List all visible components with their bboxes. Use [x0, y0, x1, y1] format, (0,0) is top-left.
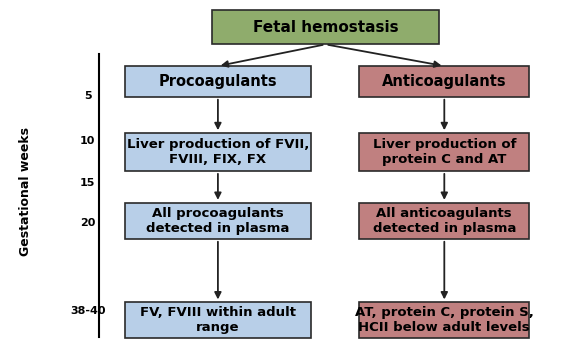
FancyBboxPatch shape: [125, 66, 311, 97]
FancyBboxPatch shape: [359, 203, 529, 239]
Text: Liver production of FVII,
FVIII, FIX, FX: Liver production of FVII, FVIII, FIX, FX: [127, 138, 309, 166]
FancyBboxPatch shape: [359, 302, 529, 338]
Text: 5: 5: [84, 91, 92, 101]
Text: Gestational weeks: Gestational weeks: [19, 127, 32, 256]
FancyBboxPatch shape: [359, 66, 529, 97]
FancyBboxPatch shape: [359, 133, 529, 171]
Text: Procoagulants: Procoagulants: [158, 74, 277, 89]
Text: Liver production of
protein C and AT: Liver production of protein C and AT: [372, 138, 516, 166]
Text: 15: 15: [80, 178, 96, 188]
Text: All procoagulants
detected in plasma: All procoagulants detected in plasma: [146, 207, 290, 235]
Text: Anticoagulants: Anticoagulants: [382, 74, 507, 89]
FancyBboxPatch shape: [212, 10, 439, 44]
FancyBboxPatch shape: [125, 203, 311, 239]
FancyBboxPatch shape: [125, 302, 311, 338]
Text: All anticoagulants
detected in plasma: All anticoagulants detected in plasma: [372, 207, 516, 235]
FancyBboxPatch shape: [125, 133, 311, 171]
Text: AT, protein C, protein S,
HCII below adult levels: AT, protein C, protein S, HCII below adu…: [355, 306, 534, 334]
Text: 20: 20: [80, 218, 96, 228]
Text: 38-40: 38-40: [70, 306, 105, 316]
Text: 10: 10: [80, 136, 96, 146]
Text: Fetal hemostasis: Fetal hemostasis: [252, 20, 398, 35]
Text: FV, FVIII within adult
range: FV, FVIII within adult range: [140, 306, 296, 334]
